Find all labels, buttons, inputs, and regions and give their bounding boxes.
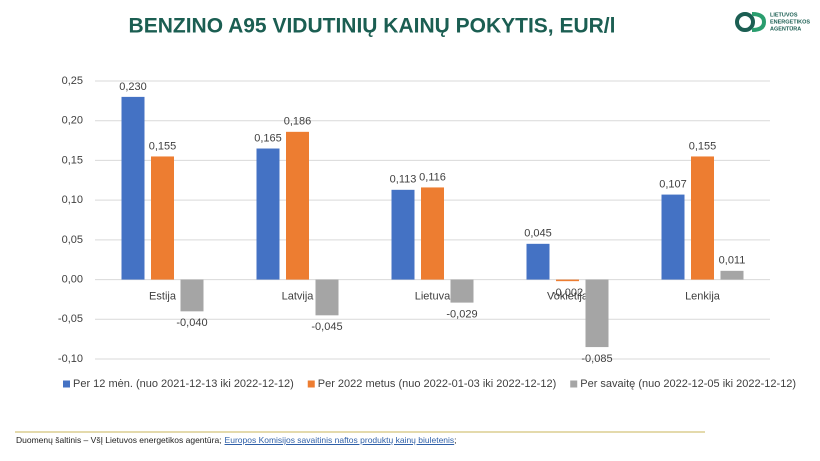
data-label: 0,011 bbox=[719, 255, 746, 267]
legend-label: Per savaitę (nuo 2022-12-05 iki 2022-12-… bbox=[580, 378, 796, 390]
data-label: 0,165 bbox=[254, 132, 282, 144]
data-label: 0,230 bbox=[119, 81, 147, 93]
x-tick-label: Vokietija bbox=[547, 290, 589, 302]
bar bbox=[691, 156, 714, 280]
footer-link[interactable]: Europos Komisijos savaitinis naftos prod… bbox=[224, 435, 455, 445]
data-label: -0,040 bbox=[176, 317, 207, 329]
y-tick-label: 0,25 bbox=[62, 75, 83, 87]
logo-text: AGENTŪRA bbox=[770, 25, 801, 32]
footer-source: Duomenų šaltinis – VšĮ Lietuvos energeti… bbox=[16, 435, 222, 445]
bar bbox=[585, 279, 609, 348]
x-tick-label: Latvija bbox=[282, 290, 315, 302]
bar bbox=[180, 279, 204, 312]
y-tick-label: 0,20 bbox=[62, 115, 83, 127]
logo-shape bbox=[735, 12, 755, 32]
legend-label: Per 2022 metus (nuo 2022-01-03 iki 2022-… bbox=[318, 378, 556, 390]
bar bbox=[661, 194, 685, 280]
bar bbox=[151, 156, 174, 280]
footer: Duomenų šaltinis – VšĮ Lietuvos energeti… bbox=[16, 435, 457, 445]
bar bbox=[121, 96, 145, 280]
x-tick-label: Estija bbox=[149, 290, 177, 302]
data-label: 0,107 bbox=[659, 178, 687, 190]
bar bbox=[450, 279, 474, 303]
bar bbox=[391, 189, 415, 280]
bar bbox=[556, 279, 579, 282]
x-tick-label: Lietuva bbox=[415, 290, 451, 302]
data-label: 0,113 bbox=[390, 174, 417, 186]
data-label: -0,002 bbox=[552, 287, 583, 299]
bar bbox=[720, 270, 744, 280]
x-tick-label: Lenkija bbox=[685, 290, 721, 302]
chart-title: BENZINO A95 VIDUTINIŲ KAINŲ POKYTIS, EUR… bbox=[129, 15, 616, 38]
bar bbox=[286, 131, 309, 280]
y-tick-label: 0,15 bbox=[62, 154, 83, 166]
legend-label: Per 12 mėn. (nuo 2021-12-13 iki 2022-12-… bbox=[73, 378, 294, 390]
y-tick-label: 0,10 bbox=[62, 194, 83, 206]
bar bbox=[421, 187, 444, 280]
data-label: 0,116 bbox=[419, 171, 446, 183]
y-tick-label: -0,05 bbox=[58, 313, 83, 325]
legend-swatch bbox=[570, 380, 578, 388]
data-label: -0,029 bbox=[446, 309, 477, 321]
logo-text: ENERGETIKOS bbox=[770, 19, 810, 25]
logo-text: LIETUVOS bbox=[770, 12, 798, 18]
y-tick-label: -0,10 bbox=[58, 353, 83, 365]
data-label: 0,186 bbox=[284, 116, 312, 128]
legend-swatch bbox=[63, 380, 70, 388]
logo-shape bbox=[751, 12, 767, 32]
logo: LIETUVOS ENERGETIKOS AGENTŪRA bbox=[735, 12, 810, 32]
data-label: -0,085 bbox=[581, 353, 612, 365]
bar bbox=[526, 243, 550, 280]
data-label: 0,155 bbox=[689, 140, 717, 152]
y-tick-label: 0,05 bbox=[62, 234, 83, 246]
footer-end: ; bbox=[454, 435, 457, 445]
y-tick-label: 0,00 bbox=[62, 273, 83, 285]
bar bbox=[315, 279, 339, 316]
data-label: 0,045 bbox=[524, 228, 552, 240]
data-label: -0,045 bbox=[311, 321, 342, 333]
legend-swatch bbox=[307, 380, 315, 388]
bar bbox=[256, 148, 280, 280]
data-label: 0,155 bbox=[149, 140, 177, 152]
